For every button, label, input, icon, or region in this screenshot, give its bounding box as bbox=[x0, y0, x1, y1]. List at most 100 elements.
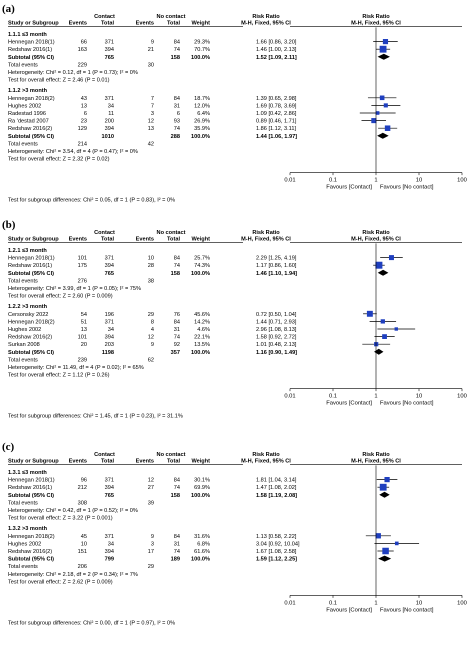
header-weight: Weight bbox=[191, 458, 210, 464]
study-name: Hughes 2002 bbox=[8, 541, 41, 547]
header-weight: Weight bbox=[191, 236, 210, 242]
study-name: Hennegan 2018(2) bbox=[8, 534, 55, 540]
header-rr-title: Risk Ratio bbox=[252, 230, 280, 236]
overall-effect-text: Test for overall effect: Z = 2.32 (P = 0… bbox=[8, 157, 110, 163]
study-ci-text: 1.13 [0.58, 2.22] bbox=[256, 534, 297, 540]
subtotal-ci-text: 1.58 [1.19, 2.08] bbox=[256, 493, 297, 499]
study-total-nocontact: 31 bbox=[174, 103, 180, 109]
subtotal-total-nocontact: 158 bbox=[171, 55, 180, 61]
heterogeneity-text: Heterogeneity: Chi² = 11.49, df = 4 (P =… bbox=[8, 365, 144, 371]
total-events-nocontact: 42 bbox=[148, 141, 154, 147]
study-events-contact: 129 bbox=[78, 126, 87, 132]
study-ci-text: 1.17 [0.86, 1.60] bbox=[256, 263, 297, 269]
study-events-contact: 54 bbox=[81, 312, 87, 318]
overall-effect-text: Test for overall effect: Z = 1.12 (P = 0… bbox=[8, 373, 110, 379]
favours-contact-label: Favours [Contact] bbox=[326, 401, 372, 407]
study-total-contact: 371 bbox=[105, 478, 114, 484]
study-events-contact: 13 bbox=[81, 327, 87, 333]
study-total-contact: 34 bbox=[108, 327, 114, 333]
subtotal-ci-text: 1.44 [1.06, 1.97] bbox=[256, 134, 297, 140]
header-rr-title: Risk Ratio bbox=[252, 452, 280, 458]
heterogeneity-text: Heterogeneity: Chi² = 0.12, df = 1 (P = … bbox=[8, 70, 138, 76]
total-events-nocontact: 29 bbox=[148, 564, 154, 570]
study-total-nocontact: 84 bbox=[174, 478, 180, 484]
study-ci-text: 1.39 [0.65, 2.98] bbox=[256, 96, 297, 102]
header-total-2: Total bbox=[167, 458, 180, 464]
study-weight: 69.9% bbox=[194, 485, 210, 491]
subtotal-label: Subtotal (95% CI) bbox=[8, 557, 54, 563]
study-events-contact: 20 bbox=[81, 342, 87, 348]
study-name: Hennegan 2018(1) bbox=[8, 478, 55, 484]
study-point-marker bbox=[366, 310, 373, 317]
study-total-nocontact: 6 bbox=[177, 111, 180, 117]
heterogeneity-text: Heterogeneity: Chi² = 3.99, df = 1 (P = … bbox=[8, 286, 141, 292]
study-total-contact: 203 bbox=[105, 342, 114, 348]
study-events-nocontact: 28 bbox=[148, 263, 154, 269]
study-total-contact: 394 bbox=[105, 126, 114, 132]
study-events-contact: 23 bbox=[81, 119, 87, 125]
subtotal-ci-text: 1.16 [0.90, 1.49] bbox=[256, 350, 297, 356]
study-point-marker bbox=[383, 103, 388, 108]
study-ci-text: 1.81 [1.04, 3.14] bbox=[256, 478, 297, 484]
total-events-label: Total events bbox=[8, 62, 38, 68]
header-total-2: Total bbox=[167, 20, 180, 26]
subtotal-weight: 100.0% bbox=[191, 134, 210, 140]
study-weight: 35.9% bbox=[194, 126, 210, 132]
study-total-nocontact: 74 bbox=[174, 335, 180, 341]
study-name: Redshaw 2016(2) bbox=[8, 549, 52, 555]
header-events-1: Events bbox=[69, 236, 87, 242]
study-total-nocontact: 84 bbox=[174, 96, 180, 102]
favours-nocontact-label: Favours [No contact] bbox=[380, 607, 434, 613]
x-axis-tick-label: 1 bbox=[374, 600, 377, 606]
subtotal-label: Subtotal (95% CI) bbox=[8, 350, 54, 356]
x-axis-tick-label: 1 bbox=[374, 394, 377, 400]
study-name: Ra ʻdestad 2007 bbox=[8, 118, 49, 125]
subtotal-weight: 100.0% bbox=[191, 350, 210, 356]
study-events-nocontact: 9 bbox=[151, 534, 154, 540]
header-total-2: Total bbox=[167, 236, 180, 242]
subgroup-title: 1.2.1 ≤3 month bbox=[8, 248, 47, 254]
header-events-2: Events bbox=[136, 20, 154, 26]
study-events-nocontact: 4 bbox=[151, 327, 154, 333]
study-ci-text: 1.47 [1.08, 2.02] bbox=[256, 485, 297, 491]
study-ci-text: 0.72 [0.50, 1.04] bbox=[256, 312, 297, 318]
study-total-nocontact: 74 bbox=[174, 549, 180, 555]
study-events-contact: 43 bbox=[81, 96, 87, 102]
x-axis-tick-label: 0.01 bbox=[284, 394, 295, 400]
study-ci-text: 1.01 [0.48, 2.13] bbox=[256, 342, 297, 348]
study-ci-text: 1.66 [0.86, 3.20] bbox=[256, 40, 297, 46]
total-events-label: Total events bbox=[8, 500, 38, 506]
subtotal-diamond bbox=[374, 348, 384, 355]
study-total-contact: 11 bbox=[108, 111, 114, 117]
subtotal-diamond bbox=[378, 555, 392, 562]
study-weight: 30.1% bbox=[194, 478, 210, 484]
subtotal-total-contact: 799 bbox=[105, 557, 114, 563]
study-events-contact: 175 bbox=[78, 263, 87, 269]
study-ci-text: 1.44 [0.71, 2.93] bbox=[256, 319, 297, 325]
heterogeneity-text: Heterogeneity: Chi² = 3.54, df = 4 (P = … bbox=[8, 149, 138, 155]
subtotal-diamond bbox=[377, 53, 390, 60]
subgroup-title: 1.3.2 >3 month bbox=[8, 526, 48, 532]
subtotal-label: Subtotal (95% CI) bbox=[8, 55, 54, 61]
study-ci-text: 1.69 [0.78, 3.69] bbox=[256, 103, 297, 109]
study-total-nocontact: 31 bbox=[174, 541, 180, 547]
subtotal-ci-text: 1.59 [1.12, 2.25] bbox=[256, 557, 297, 563]
total-events-nocontact: 62 bbox=[148, 357, 154, 363]
study-ci-text: 0.89 [0.46, 1.71] bbox=[256, 119, 297, 125]
study-point-marker bbox=[375, 261, 383, 269]
overall-effect-text: Test for overall effect: Z = 3.22 (P = 0… bbox=[8, 516, 113, 522]
header-rr-method-plot: M-H, Fixed, 95% CI bbox=[351, 458, 401, 464]
subgroup-differences-text: Test for subgroup differences: Chi² = 1.… bbox=[8, 414, 183, 420]
x-axis-tick-label: 100 bbox=[457, 178, 467, 184]
header-rr-method: M-H, Fixed, 95% CI bbox=[241, 236, 291, 242]
subtotal-diamond bbox=[377, 132, 389, 139]
x-axis-tick-label: 0.1 bbox=[329, 178, 337, 184]
study-events-nocontact: 7 bbox=[151, 96, 154, 102]
study-events-contact: 13 bbox=[81, 103, 87, 109]
header-group1: Contact bbox=[94, 452, 115, 458]
subgroup-title: 1.1.1 ≤3 month bbox=[8, 32, 47, 38]
study-total-contact: 371 bbox=[105, 256, 114, 262]
total-events-label: Total events bbox=[8, 278, 38, 284]
subtotal-total-nocontact: 189 bbox=[171, 557, 180, 563]
study-events-contact: 10 bbox=[81, 541, 87, 547]
